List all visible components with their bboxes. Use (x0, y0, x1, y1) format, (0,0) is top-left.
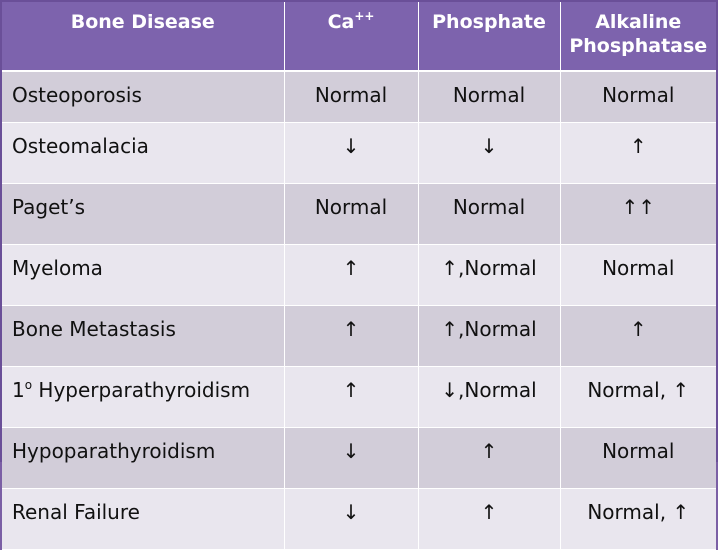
header-phosphate: Phosphate (418, 2, 561, 72)
phosphate-cell: ↑,Normal (418, 244, 561, 306)
alp-cell: Normal (560, 427, 716, 489)
phosphate-cell: ↓,Normal (418, 366, 561, 428)
alp-cell: Normal, ↑ (560, 488, 716, 550)
phosphate-cell: ↓ (418, 122, 561, 184)
phosphate-cell: ↑ (418, 427, 561, 489)
phosphate-cell: Normal (418, 71, 561, 123)
phosphate-cell: Normal (418, 183, 561, 245)
table-row: 1o Hyperparathyroidism ↑ ↓,Normal Normal… (2, 366, 716, 428)
table-row: Renal Failure ↓ ↑ Normal, ↑ (2, 488, 716, 550)
disease-cell: Bone Metastasis (2, 305, 285, 367)
calcium-cell: ↑ (284, 305, 419, 367)
alp-cell: Normal (560, 244, 716, 306)
calcium-cell: Normal (284, 71, 419, 123)
alp-cell: ↑ (560, 122, 716, 184)
disease-cell: Renal Failure (2, 488, 285, 550)
calcium-cell: ↓ (284, 488, 419, 550)
phosphate-cell: ↑ (418, 488, 561, 550)
disease-cell: 1o Hyperparathyroidism (2, 366, 285, 428)
calcium-cell: ↓ (284, 122, 419, 184)
disease-cell: Osteoporosis (2, 71, 285, 123)
header-calcium: Ca++ (284, 2, 419, 72)
calcium-cell: Normal (284, 183, 419, 245)
table-row: Bone Metastasis ↑ ↑,Normal ↑ (2, 305, 716, 367)
header-bone-disease: Bone Disease (2, 2, 285, 72)
header-row: Bone Disease Ca++ Phosphate Alkaline Phos… (2, 2, 716, 72)
phosphate-cell: ↑,Normal (418, 305, 561, 367)
alp-cell: ↑↑ (560, 183, 716, 245)
disease-cell: Hypoparathyroidism (2, 427, 285, 489)
table-row: Hypoparathyroidism ↓ ↑ Normal (2, 427, 716, 489)
disease-cell: Paget’s (2, 183, 285, 245)
alp-cell: Normal (560, 71, 716, 123)
header-alkaline-phosphatase: Alkaline Phosphatase (560, 2, 716, 72)
calcium-cell: ↑ (284, 366, 419, 428)
alp-cell: Normal, ↑ (560, 366, 716, 428)
disease-cell: Myeloma (2, 244, 285, 306)
disease-cell: Osteomalacia (2, 122, 285, 184)
table-row: Osteoporosis Normal Normal Normal (2, 71, 716, 123)
calcium-cell: ↓ (284, 427, 419, 489)
alp-cell: ↑ (560, 305, 716, 367)
table-row: Osteomalacia ↓ ↓ ↑ (2, 122, 716, 184)
table-row: Myeloma ↑ ↑,Normal Normal (2, 244, 716, 306)
calcium-cell: ↑ (284, 244, 419, 306)
table-row: Paget’s Normal Normal ↑↑ (2, 183, 716, 245)
